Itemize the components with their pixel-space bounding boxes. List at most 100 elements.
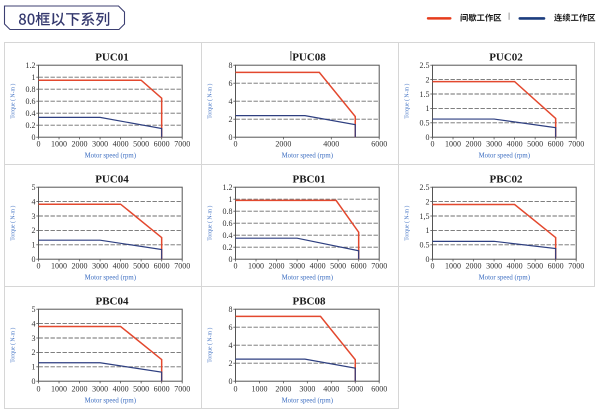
svg-text:6000: 6000 [154,262,170,271]
svg-text:4000: 4000 [507,140,523,149]
svg-text:0: 0 [229,255,233,264]
svg-text:3000: 3000 [299,384,315,393]
svg-text:5000: 5000 [527,140,543,149]
svg-text:Torque ( N-m ): Torque ( N-m ) [404,206,411,241]
svg-text:6000: 6000 [351,262,367,271]
svg-text:1: 1 [32,363,36,372]
svg-text:6000: 6000 [548,140,564,149]
svg-text:2000: 2000 [72,384,88,393]
svg-text:Motor speed (rpm): Motor speed (rpm) [282,398,333,405]
svg-text:1: 1 [229,195,233,204]
svg-text:2.5: 2.5 [420,61,430,70]
svg-text:8: 8 [229,305,233,314]
svg-text:Torque ( N-m ): Torque ( N-m ) [10,328,17,363]
svg-text:3000: 3000 [289,262,305,271]
svg-text:7000: 7000 [568,140,584,149]
svg-text:0: 0 [234,262,238,271]
svg-text:0: 0 [234,384,238,393]
svg-text:1,5: 1,5 [420,212,430,221]
svg-text:0: 0 [431,262,435,271]
svg-text:5000: 5000 [133,140,149,149]
svg-text:1: 1 [32,73,36,82]
svg-text:7000: 7000 [174,384,190,393]
svg-text:Motor speed (rpm): Motor speed (rpm) [479,275,530,282]
svg-text:5: 5 [32,183,36,192]
svg-text:PUC04: PUC04 [95,174,129,186]
svg-text:0.6: 0.6 [223,219,233,228]
svg-text:Torque ( N-m ): Torque ( N-m ) [10,84,17,119]
svg-text:6: 6 [229,323,233,332]
svg-text:Motor speed (rpm): Motor speed (rpm) [85,398,136,405]
svg-text:2: 2 [32,348,36,357]
svg-text:2000: 2000 [275,384,291,393]
svg-text:0.5: 0.5 [420,119,430,128]
svg-text:0: 0 [426,255,430,264]
svg-text:2000: 2000 [72,140,88,149]
svg-text:1: 1 [426,104,430,113]
svg-text:0: 0 [37,262,41,271]
svg-text:1.2: 1.2 [223,183,233,192]
svg-text:2000: 2000 [72,262,88,271]
svg-text:0.4: 0.4 [26,109,36,118]
svg-text:0.2: 0.2 [26,121,36,130]
svg-text:0: 0 [431,140,435,149]
svg-text:0: 0 [32,255,36,264]
svg-text:6000: 6000 [154,384,170,393]
svg-text:Torque ( N-m ): Torque ( N-m ) [207,206,214,241]
svg-text:7000: 7000 [174,140,190,149]
svg-text:PBC08: PBC08 [293,296,327,308]
svg-text:4: 4 [229,97,233,106]
svg-text:3000: 3000 [92,262,108,271]
svg-text:5000: 5000 [133,262,149,271]
svg-text:4000: 4000 [310,262,326,271]
svg-text:5000: 5000 [330,262,346,271]
svg-text:1000: 1000 [445,262,461,271]
svg-text:2: 2 [229,115,233,124]
svg-text:1.5: 1.5 [420,90,430,99]
svg-text:4000: 4000 [507,262,523,271]
svg-text:Motor speed (rpm): Motor speed (rpm) [282,153,333,160]
svg-text:PUC08: PUC08 [292,52,326,64]
svg-text:5000: 5000 [527,262,543,271]
svg-text:3000: 3000 [486,262,502,271]
svg-text:Motor speed (rpm): Motor speed (rpm) [479,153,530,160]
svg-text:6000: 6000 [371,140,387,149]
svg-text:2: 2 [426,197,430,206]
svg-text:PBC04: PBC04 [96,296,130,308]
svg-text:0.4: 0.4 [223,231,233,240]
svg-text:1000: 1000 [51,140,67,149]
svg-text:0: 0 [229,377,233,386]
svg-text:Torque ( N-m ): Torque ( N-m ) [10,206,17,241]
svg-text:2000: 2000 [269,262,285,271]
svg-text:3000: 3000 [486,140,502,149]
svg-text:1000: 1000 [248,262,264,271]
svg-text:4: 4 [229,341,233,350]
svg-text:3000: 3000 [92,384,108,393]
svg-text:2: 2 [426,75,430,84]
svg-text:7000: 7000 [371,262,387,271]
svg-text:1000: 1000 [51,262,67,271]
svg-text:7000: 7000 [174,262,190,271]
svg-text:5000: 5000 [133,384,149,393]
svg-text:0.2: 0.2 [223,243,233,252]
svg-text:6000: 6000 [371,384,387,393]
svg-text:1.2: 1.2 [26,61,36,70]
svg-text:1: 1 [426,226,430,235]
svg-text:4000: 4000 [113,384,129,393]
svg-text:1: 1 [32,241,36,250]
svg-text:4: 4 [32,197,36,206]
svg-text:5: 5 [32,305,36,314]
svg-text:6: 6 [229,79,233,88]
svg-text:0: 0 [234,140,238,149]
svg-text:8: 8 [229,61,233,70]
svg-text:3: 3 [32,212,36,221]
svg-text:0: 0 [32,133,36,142]
svg-text:0: 0 [37,140,41,149]
svg-text:PBC01: PBC01 [293,174,326,186]
svg-text:1000: 1000 [445,140,461,149]
svg-text:4: 4 [32,319,36,328]
svg-text:Torque ( N-m ): Torque ( N-m ) [207,84,214,119]
svg-text:0: 0 [229,133,233,142]
svg-text:2: 2 [229,359,233,368]
svg-text:0: 0 [32,377,36,386]
